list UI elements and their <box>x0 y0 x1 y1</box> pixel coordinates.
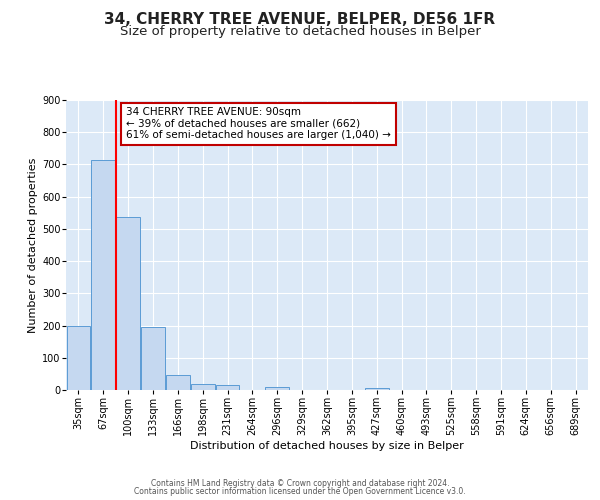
Y-axis label: Number of detached properties: Number of detached properties <box>28 158 38 332</box>
Bar <box>67 326 90 390</box>
Text: 34 CHERRY TREE AVENUE: 90sqm
← 39% of detached houses are smaller (662)
61% of s: 34 CHERRY TREE AVENUE: 90sqm ← 39% of de… <box>126 108 391 140</box>
Text: Contains public sector information licensed under the Open Government Licence v3: Contains public sector information licen… <box>134 487 466 496</box>
Bar <box>216 386 239 390</box>
Bar <box>265 387 289 390</box>
Text: 34, CHERRY TREE AVENUE, BELPER, DE56 1FR: 34, CHERRY TREE AVENUE, BELPER, DE56 1FR <box>104 12 496 28</box>
Bar <box>166 375 190 390</box>
Text: Contains HM Land Registry data © Crown copyright and database right 2024.: Contains HM Land Registry data © Crown c… <box>151 478 449 488</box>
Bar <box>191 384 215 390</box>
X-axis label: Distribution of detached houses by size in Belper: Distribution of detached houses by size … <box>190 440 464 450</box>
Text: Size of property relative to detached houses in Belper: Size of property relative to detached ho… <box>119 25 481 38</box>
Bar <box>365 388 389 390</box>
Bar <box>116 217 140 390</box>
Bar <box>141 327 165 390</box>
Bar <box>91 160 115 390</box>
